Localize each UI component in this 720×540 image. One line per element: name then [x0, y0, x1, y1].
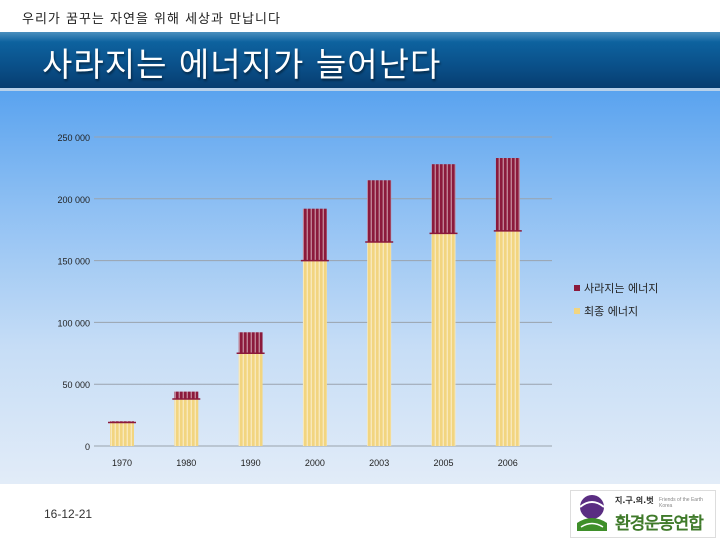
x-tick-label: 2003 [369, 458, 389, 468]
top-bar: 우리가 꿈꾸는 자연을 위해 세상과 만납니다 [0, 0, 720, 32]
org-logo: 지.구.의.벗 Friends of the Earth Korea 환경운동연… [570, 490, 716, 538]
slide-date: 16-12-21 [44, 507, 93, 521]
y-tick-label: 100 000 [57, 318, 90, 328]
legend-swatch [574, 308, 580, 314]
title-bar [0, 32, 720, 90]
bar-lost-energy [302, 208, 327, 261]
stacked-bar-chart: 0 50 000 100 000 150 000 200 000 250 000 1970 1… [57, 133, 658, 468]
page-title: 사라지는 에너지가 늘어난다 [42, 45, 442, 84]
x-tick-label: 2005 [433, 458, 453, 468]
bar-final-energy [238, 353, 263, 446]
bar-final-energy [495, 230, 520, 446]
bar-final-energy [431, 233, 456, 446]
legend-swatch [574, 285, 580, 291]
y-tick-label: 0 [85, 442, 90, 452]
y-tick-label: 200 000 [57, 195, 90, 205]
slogan: 우리가 꿈꾸는 자연을 위해 세상과 만납니다 [22, 12, 281, 27]
logo-main-text: 환경운동연합 [615, 514, 704, 534]
x-tick-label: 1980 [176, 458, 196, 468]
x-tick-label: 1970 [112, 458, 132, 468]
bar-lost-energy [238, 332, 263, 354]
x-tick-label: 2006 [498, 458, 518, 468]
title-bar-highlight [0, 32, 720, 42]
y-tick-label: 150 000 [57, 257, 90, 267]
bar-lost-energy [431, 164, 456, 234]
title-bar-underline [0, 88, 720, 91]
logo-sub-text: Friends of the Earth Korea [659, 497, 703, 509]
bar-final-energy [302, 260, 327, 446]
legend-label: 최종 에너지 [584, 305, 638, 318]
bar-lost-energy [367, 180, 392, 243]
earth-logo-icon [577, 495, 607, 531]
x-tick-label: 2000 [305, 458, 325, 468]
chart-area: 0 50 000 100 000 150 000 200 000 250 000 1970 1… [0, 91, 720, 484]
bar-lost-energy [495, 158, 520, 231]
y-tick-label: 50 000 [62, 380, 90, 390]
bar-final-energy [110, 422, 134, 446]
bar-final-energy [367, 242, 392, 446]
logo-top-text: 지.구.의.벗 [615, 496, 654, 505]
legend-label: 사라지는 에너지 [584, 282, 658, 295]
y-tick-label: 250 000 [57, 133, 90, 143]
x-tick-label: 1990 [241, 458, 261, 468]
bar-final-energy [174, 399, 199, 446]
bar-lost-energy [174, 391, 199, 400]
